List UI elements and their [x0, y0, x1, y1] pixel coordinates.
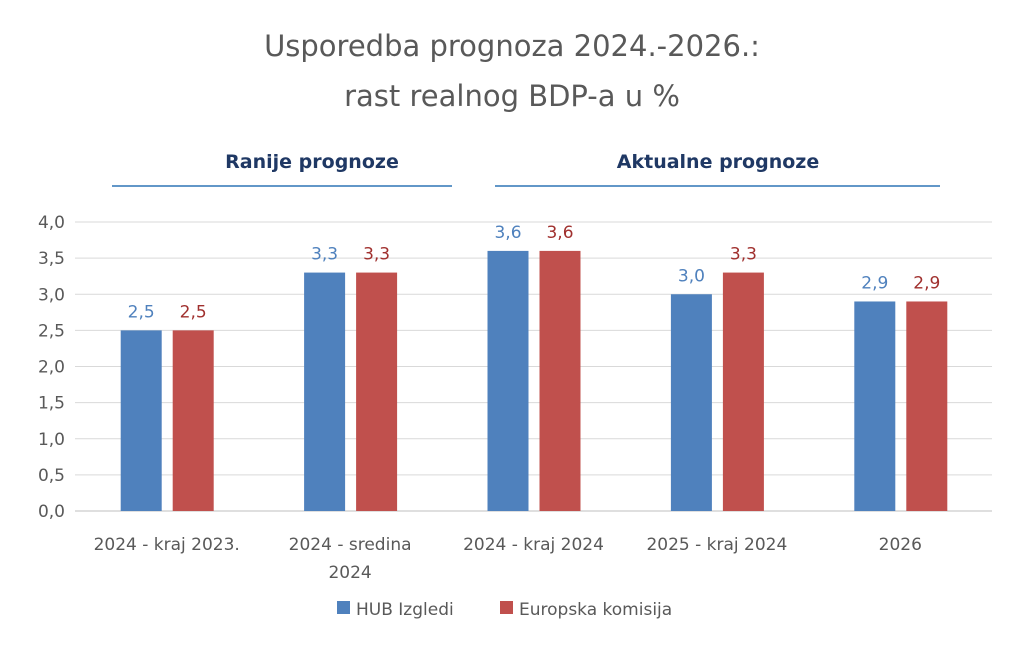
- data-label: 3,6: [546, 223, 573, 243]
- bar-ek: [906, 301, 948, 511]
- bar-ek: [722, 272, 764, 511]
- data-label: 2,5: [180, 302, 207, 322]
- data-label: 3,3: [363, 245, 390, 265]
- data-label: 3,6: [494, 223, 521, 243]
- y-tick-label: 3,5: [38, 249, 65, 269]
- bar-hub: [120, 330, 162, 511]
- bar-hub: [854, 301, 896, 511]
- legend-swatch: [337, 601, 350, 614]
- y-tick-label: 2,5: [38, 321, 65, 341]
- bar-hub: [487, 250, 529, 511]
- group-header: Aktualne prognoze: [617, 151, 819, 173]
- y-tick-label: 2,0: [38, 358, 65, 378]
- y-tick-label: 1,0: [38, 430, 65, 450]
- data-label: 3,0: [678, 266, 705, 286]
- data-label: 3,3: [311, 245, 338, 265]
- chart-title-line: rast realnog BDP-a u %: [344, 79, 680, 113]
- y-tick-label: 3,0: [38, 285, 65, 305]
- y-tick-label: 0,5: [38, 466, 65, 486]
- x-tick-label: 2024 - kraj 2023.: [94, 535, 240, 555]
- bar-ek: [539, 250, 581, 511]
- y-tick-label: 0,0: [38, 502, 65, 522]
- x-tick-label: 2024: [328, 563, 371, 583]
- data-label: 2,9: [913, 273, 940, 293]
- y-tick-label: 1,5: [38, 394, 65, 414]
- bar-hub: [670, 294, 712, 511]
- bar-hub: [304, 272, 346, 511]
- y-tick-label: 4,0: [38, 213, 65, 233]
- bar-ek: [172, 330, 214, 511]
- data-label: 3,3: [730, 245, 757, 265]
- group-header: Ranije prognoze: [225, 151, 399, 173]
- legend-swatch: [500, 601, 513, 614]
- x-tick-label: 2026: [879, 535, 922, 555]
- legend-label: Europska komisija: [519, 600, 672, 620]
- legend-label: HUB Izgledi: [356, 600, 454, 620]
- x-tick-label: 2024 - sredina: [289, 535, 412, 555]
- x-tick-label: 2025 - kraj 2024: [646, 535, 787, 555]
- data-label: 2,9: [861, 273, 888, 293]
- x-tick-label: 2024 - kraj 2024: [463, 535, 604, 555]
- chart-title-line: Usporedba prognoza 2024.-2026.:: [264, 29, 760, 63]
- bar-ek: [356, 272, 398, 511]
- data-label: 2,5: [128, 302, 155, 322]
